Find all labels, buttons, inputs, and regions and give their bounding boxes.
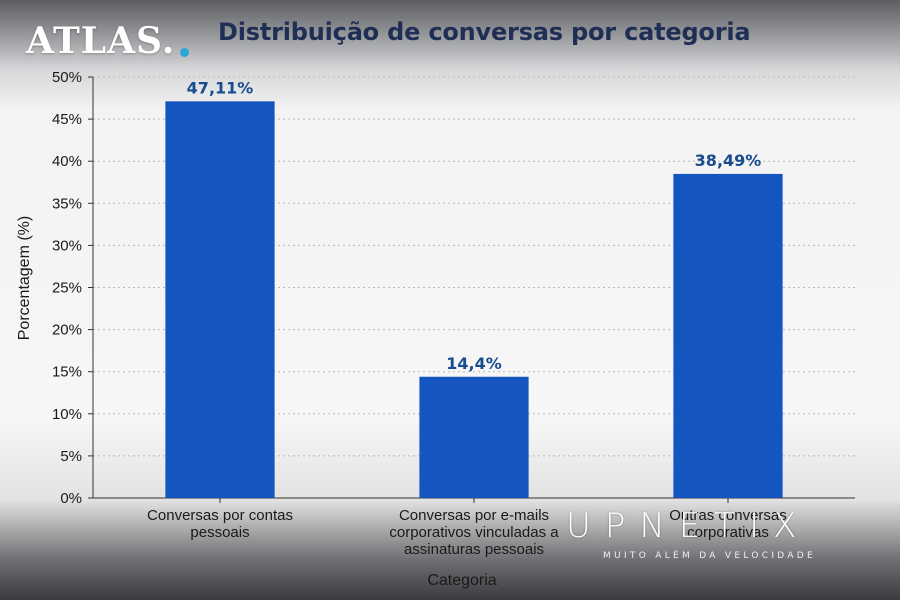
- x-tick-label: assinaturas pessoais: [404, 541, 544, 558]
- y-tick-label: 35%: [52, 195, 82, 212]
- x-tick-label: Outras conversas: [669, 507, 787, 524]
- x-tick-label: pessoais: [190, 524, 249, 541]
- x-tick-label: corporativos vinculadas a: [389, 524, 559, 541]
- y-axis-label: Porcentagem (%): [16, 216, 33, 341]
- y-tick-label: 20%: [52, 322, 82, 339]
- bar-value-label: 38,49%: [695, 151, 762, 170]
- upnetix-tagline: MUITO ALÉM DA VELOCIDADE: [603, 551, 817, 561]
- atlas-logo: ATLAS.: [26, 20, 176, 62]
- y-tick-label: 5%: [60, 448, 82, 465]
- bar-value-label: 14,4%: [446, 354, 502, 373]
- y-tick-label: 0%: [60, 490, 82, 507]
- y-tick-label: 15%: [52, 364, 82, 381]
- y-tick-label: 30%: [52, 237, 82, 254]
- bar: [673, 173, 783, 499]
- logo-dot-icon: [180, 48, 189, 57]
- chart-title: Distribuição de conversas por categoria: [218, 18, 751, 46]
- y-tick-label: 10%: [52, 406, 82, 423]
- bar: [419, 376, 529, 498]
- bar: [165, 101, 275, 498]
- x-tick-label: Conversas por contas: [147, 507, 293, 524]
- y-tick-label: 45%: [52, 111, 82, 128]
- x-tick-label: corporativas: [687, 524, 769, 541]
- y-tick-label: 50%: [52, 69, 82, 86]
- y-tick-label: 40%: [52, 153, 82, 170]
- upnetix-watermark: UPNETIX: [566, 506, 811, 546]
- x-tick-label: Conversas por e-mails: [399, 507, 549, 524]
- y-tick-label: 25%: [52, 280, 82, 297]
- bar-value-label: 47,11%: [187, 78, 254, 97]
- x-axis-label: Categoria: [427, 572, 496, 589]
